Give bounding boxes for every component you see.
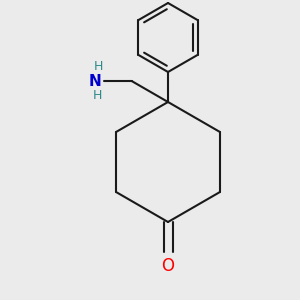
Text: H: H xyxy=(92,89,102,102)
Text: N: N xyxy=(89,74,102,88)
Text: H: H xyxy=(94,60,104,73)
Text: O: O xyxy=(161,257,175,275)
